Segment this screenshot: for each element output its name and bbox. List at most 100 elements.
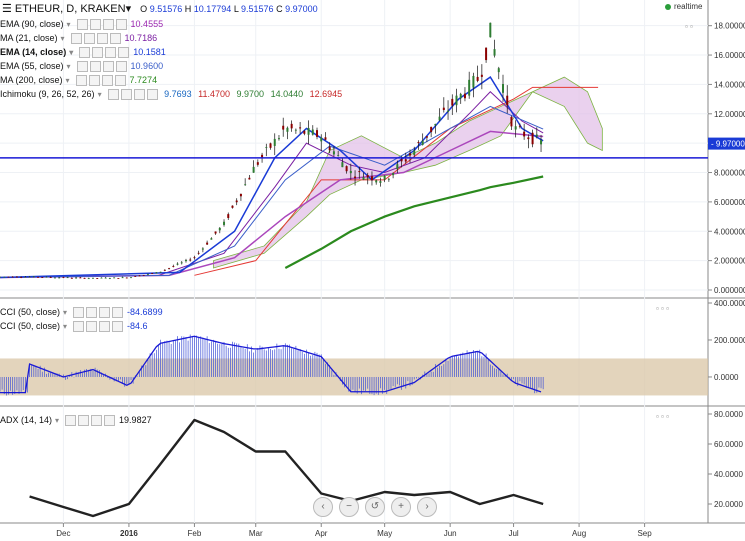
pane-controls-price[interactable]: ▫ ▫: [685, 22, 693, 31]
settings-icon[interactable]: [78, 415, 90, 427]
chevron-down-icon[interactable]: ▾: [66, 20, 71, 29]
add-icon[interactable]: [133, 89, 145, 101]
add-icon[interactable]: [99, 307, 111, 319]
candle-body: [438, 116, 441, 121]
candle-body: [206, 242, 209, 245]
candle-body: [307, 127, 310, 135]
candle-body: [518, 125, 521, 127]
candle-body: [354, 176, 357, 179]
candle-body: [463, 93, 466, 99]
pane-controls-adx[interactable]: ▫ ▫ ▫: [656, 412, 669, 421]
close-icon[interactable]: [112, 307, 124, 319]
candle-body: [286, 127, 289, 132]
candle-body: [273, 138, 276, 146]
candle-body: [311, 129, 314, 135]
chart-nav-controls[interactable]: ‹ − ↺ + ›: [313, 496, 443, 517]
settings-icon[interactable]: [89, 19, 101, 31]
settings-icon[interactable]: [92, 47, 104, 59]
zoom-out-icon[interactable]: −: [339, 497, 359, 517]
add-icon[interactable]: [99, 321, 111, 333]
candle-body: [501, 84, 504, 93]
close-icon[interactable]: [115, 19, 127, 31]
add-icon[interactable]: [91, 415, 103, 427]
candle-body: [303, 130, 306, 134]
add-icon[interactable]: [102, 19, 114, 31]
add-icon[interactable]: [105, 47, 117, 59]
eye-icon[interactable]: [73, 307, 85, 319]
candle-body: [155, 272, 158, 274]
add-icon[interactable]: [102, 61, 114, 73]
x-tick-label: Mar: [249, 529, 263, 538]
candle-body: [142, 274, 145, 276]
candle-body: [447, 110, 450, 112]
candle-body: [87, 278, 90, 280]
chevron-down-icon[interactable]: ▾: [65, 76, 70, 85]
candle-body: [485, 47, 488, 61]
scroll-right-icon[interactable]: ›: [417, 497, 437, 517]
y-tick-label: 12.000000: [714, 110, 745, 119]
eye-icon[interactable]: [65, 415, 77, 427]
candle-body: [214, 231, 217, 234]
add-icon[interactable]: [96, 33, 108, 45]
candle-body: [58, 277, 61, 279]
candle-body: [425, 136, 428, 138]
candle-body: [510, 117, 513, 127]
settings-icon[interactable]: [88, 75, 100, 87]
ema14-line: [0, 76, 544, 279]
candle-body: [11, 276, 14, 278]
candle-body: [404, 159, 407, 162]
chevron-down-icon[interactable]: ▾: [63, 308, 68, 317]
eye-icon[interactable]: [107, 89, 119, 101]
chevron-down-icon[interactable]: ▾: [63, 322, 68, 331]
eye-icon[interactable]: [76, 19, 88, 31]
close-icon[interactable]: [114, 75, 126, 87]
cci-y-tick-label: 400.0000: [714, 299, 745, 308]
cci-line: [0, 335, 542, 394]
candle-body: [349, 170, 352, 174]
close-icon[interactable]: [118, 47, 130, 59]
candle-body: [32, 276, 35, 278]
zoom-in-icon[interactable]: +: [391, 497, 411, 517]
chevron-down-icon[interactable]: ▾: [60, 34, 65, 43]
pane-controls-cci[interactable]: ▫ ▫ ▫: [656, 304, 669, 313]
candle-body: [151, 273, 154, 274]
eye-icon[interactable]: [73, 321, 85, 333]
candle-body: [396, 164, 399, 170]
chevron-down-icon[interactable]: ▾: [97, 90, 102, 99]
candle-body: [383, 175, 386, 180]
add-icon[interactable]: [101, 75, 113, 87]
close-icon[interactable]: [112, 321, 124, 333]
candle-body: [294, 129, 297, 131]
scroll-left-icon[interactable]: ‹: [313, 497, 333, 517]
candle-body: [117, 278, 120, 279]
eye-icon[interactable]: [76, 61, 88, 73]
candle-body: [345, 166, 348, 172]
candle-body: [108, 278, 111, 280]
settings-icon[interactable]: [89, 61, 101, 73]
chevron-down-icon[interactable]: ▾: [66, 62, 71, 71]
last-price-label: - 9.97000: [711, 140, 745, 149]
candle-body: [189, 259, 192, 261]
y-tick-label: 0.000000: [714, 286, 745, 295]
settings-icon[interactable]: [83, 33, 95, 45]
chevron-down-icon[interactable]: ▾: [69, 48, 74, 57]
close-icon[interactable]: [109, 33, 121, 45]
eye-icon[interactable]: [79, 47, 91, 59]
candle-body: [451, 98, 454, 106]
y-tick-label: 6.000000: [714, 198, 745, 207]
close-icon[interactable]: [104, 415, 116, 427]
close-icon[interactable]: [115, 61, 127, 73]
candle-body: [70, 277, 73, 279]
candle-body: [299, 127, 302, 129]
reset-icon[interactable]: ↺: [365, 497, 385, 517]
settings-icon[interactable]: [86, 321, 98, 333]
candle-body: [49, 277, 52, 278]
chevron-down-icon[interactable]: ▾: [55, 416, 60, 425]
candle-body: [455, 95, 458, 106]
adx-y-tick-label: 60.0000: [714, 440, 743, 449]
eye-icon[interactable]: [75, 75, 87, 87]
settings-icon[interactable]: [86, 307, 98, 319]
settings-icon[interactable]: [120, 89, 132, 101]
close-icon[interactable]: [146, 89, 158, 101]
eye-icon[interactable]: [70, 33, 82, 45]
